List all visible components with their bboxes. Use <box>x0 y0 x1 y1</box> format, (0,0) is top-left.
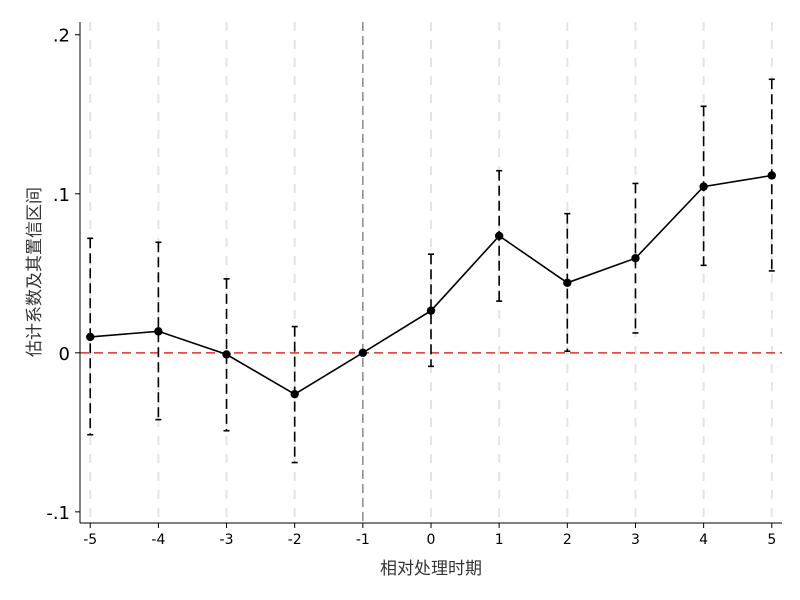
coefficient-point-1 <box>494 231 504 241</box>
coefficient-markers <box>86 171 776 399</box>
y-tick-label: 0 <box>59 344 70 365</box>
x-tick-labels: -5 -4 -3 -2 -1 0 1 2 3 4 5 <box>83 532 776 548</box>
y-tick-label: .1 <box>53 185 70 206</box>
y-tick-labels: .2 .1 0 -.1 <box>46 26 70 524</box>
coefficient-point--5 <box>86 332 95 342</box>
coefficient-point-2 <box>563 278 572 288</box>
x-tick-label: 2 <box>563 532 572 548</box>
x-tick-label: -5 <box>83 532 97 548</box>
y-tick-label: -.1 <box>46 503 70 524</box>
x-tick-label: -4 <box>151 532 165 548</box>
x-tick-label: 3 <box>631 532 640 548</box>
coefficient-point-5 <box>767 171 776 180</box>
x-tick-label: 0 <box>427 532 436 548</box>
coefficient-point--1 <box>358 348 368 358</box>
x-tick-label: 5 <box>767 532 776 548</box>
coefficient-point--3 <box>222 350 231 359</box>
x-tick-label: 1 <box>495 532 504 548</box>
coefficient-point-0 <box>426 306 436 315</box>
x-tick-label: -2 <box>288 532 302 548</box>
y-axis-title: 估计系数及其置信区间 <box>25 187 45 357</box>
coefficient-point-3 <box>631 253 640 263</box>
x-axis-title: 相对处理时期 <box>380 559 482 579</box>
x-tick-label: -1 <box>356 532 370 548</box>
coefficient-point-4 <box>699 182 708 191</box>
x-tick-label: 4 <box>699 532 708 548</box>
x-tick-label: -3 <box>220 532 234 548</box>
coefficient-point--2 <box>290 389 299 399</box>
y-tick-label: .2 <box>53 26 70 47</box>
axes <box>75 22 782 528</box>
coefficient-point--4 <box>154 327 163 336</box>
